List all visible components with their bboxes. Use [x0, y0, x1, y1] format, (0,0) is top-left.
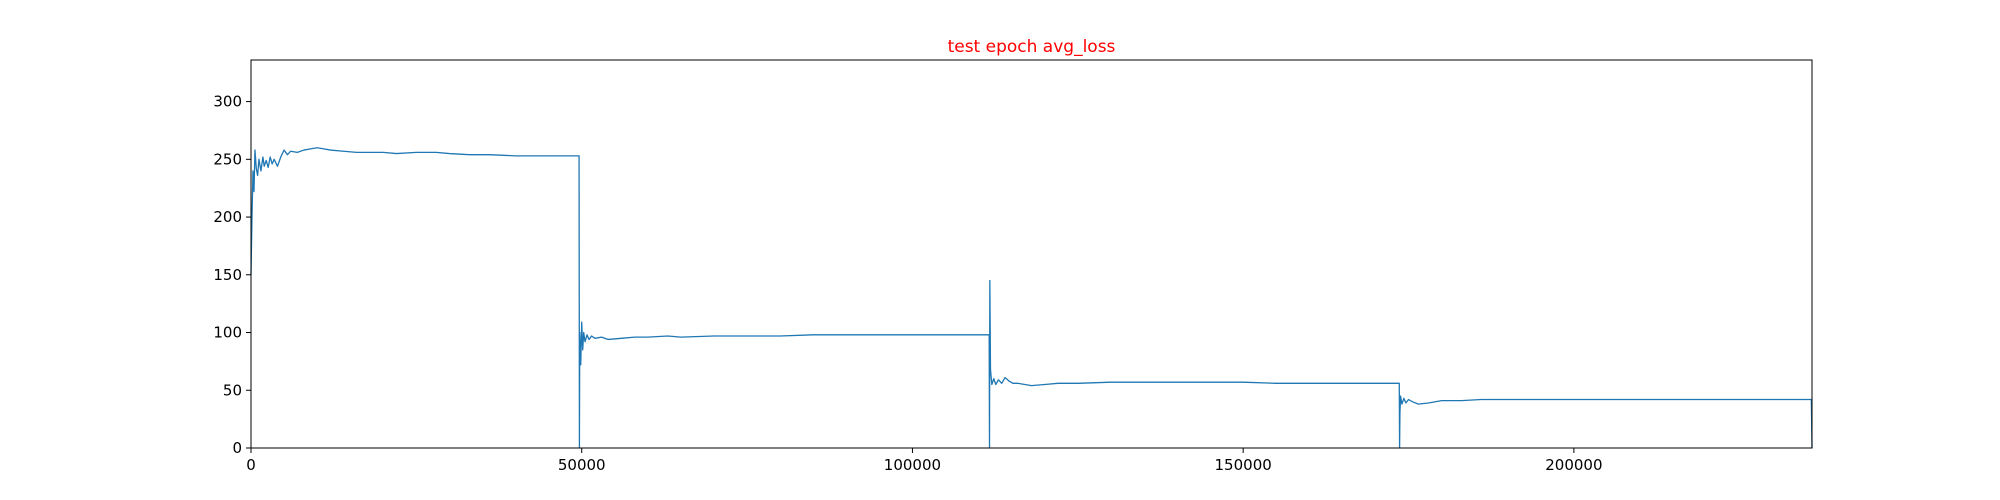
series-line-0 — [250, 147, 1813, 449]
y-tick-label: 200 — [213, 208, 242, 226]
y-tick-label: 0 — [232, 439, 242, 457]
axis-layer: 0 50000 100000 150000 200000 0 50 100 150 200 250 3… — [213, 93, 1602, 474]
series-layer — [250, 147, 1813, 449]
plot-area-background — [251, 60, 1812, 448]
y-tick-label: 50 — [223, 381, 242, 399]
x-tick-label: 0 — [246, 456, 256, 474]
x-tick-label: 200000 — [1545, 456, 1602, 474]
plot-area-frame — [250, 59, 1813, 449]
y-tick-label: 250 — [213, 150, 242, 168]
x-tick-label: 50000 — [558, 456, 606, 474]
y-tick-label: 300 — [213, 93, 242, 111]
chart-title: test epoch avg_loss — [948, 37, 1116, 57]
x-tick-label: 150000 — [1215, 456, 1272, 474]
x-tick-label: 100000 — [884, 456, 941, 474]
y-tick-label: 100 — [213, 324, 242, 342]
y-tick-label: 150 — [213, 266, 242, 284]
